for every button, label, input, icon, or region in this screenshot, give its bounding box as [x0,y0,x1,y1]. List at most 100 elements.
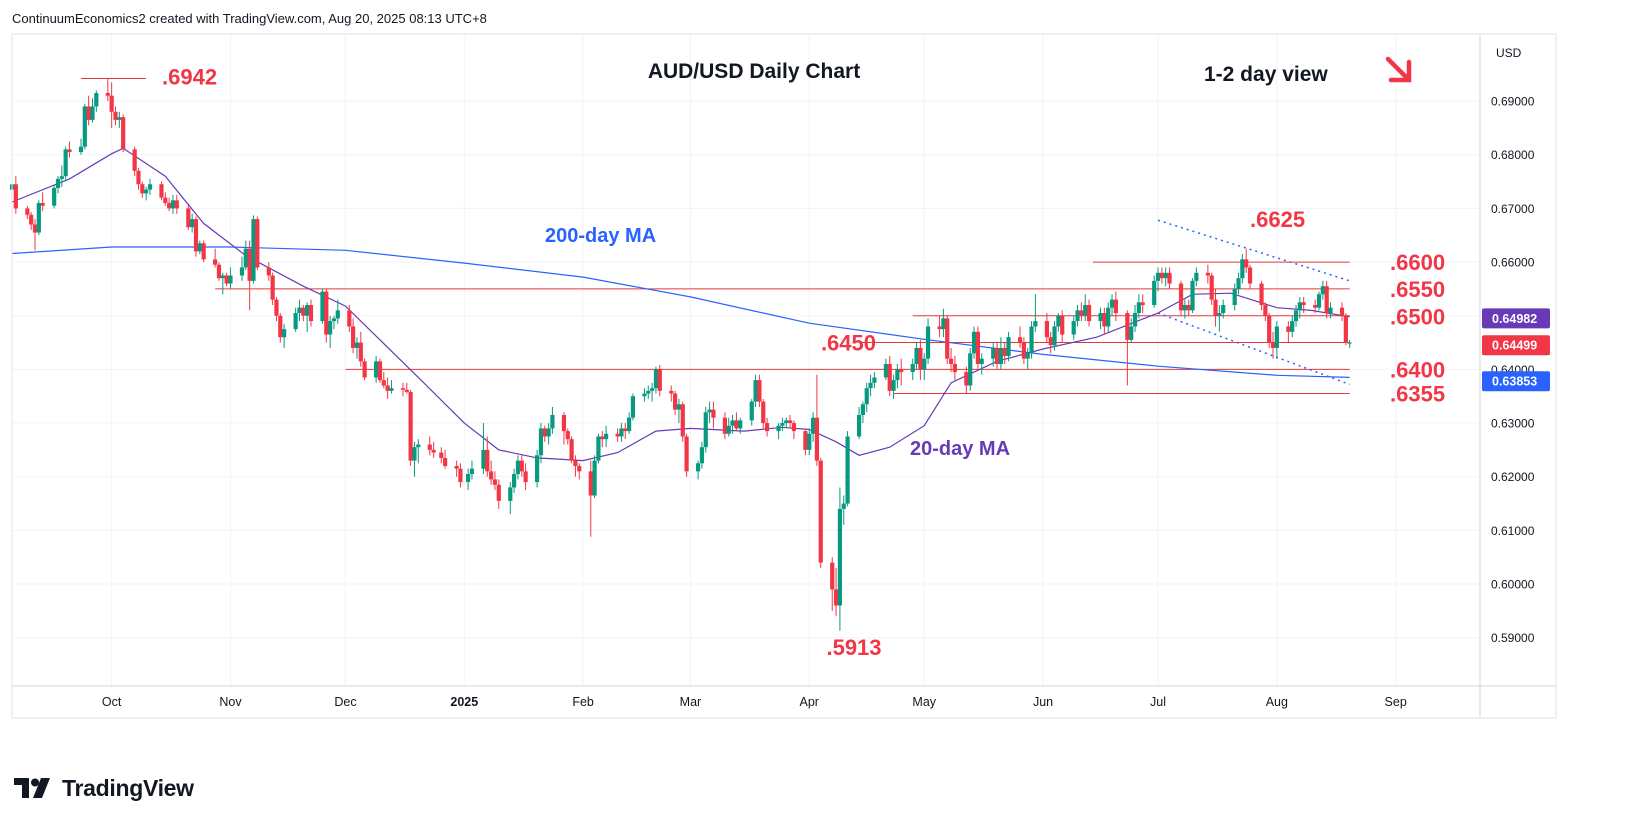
candle-body [1297,302,1302,311]
y-tick-label: 0.60000 [1491,578,1535,592]
candle-body [270,275,275,300]
attribution-text: ContinuumEconomics2 created with Trading… [12,11,487,26]
candle-body [404,389,409,392]
candle-body [1167,272,1172,284]
price-badge [1482,335,1550,356]
level-label: .6400 [1390,357,1445,382]
candle-body [1182,304,1187,311]
candle-body [132,149,137,171]
candle-body [569,439,574,461]
candle-body [282,329,287,338]
candle-body [1209,275,1214,300]
candle-body [140,184,145,194]
candle-body [703,412,708,448]
candle-body [251,219,256,281]
candle-body [408,391,413,461]
tradingview-logo-icon [14,778,50,798]
candle-body [52,188,57,206]
candle-body [810,417,816,434]
x-tick-label: Nov [219,695,242,709]
candle-body [331,318,337,322]
candle-body [653,369,659,389]
candle-body [561,415,567,432]
candle-body [512,474,517,488]
candle-body [354,342,360,348]
candle-body [489,471,494,480]
level-label: .6942 [162,65,217,90]
candle-body [190,219,195,228]
candle-body [458,468,463,483]
candle-body [787,420,793,424]
candle-body [220,275,225,279]
candle-body [416,444,421,448]
candle-body [1132,313,1138,327]
candle-body [600,436,605,440]
candle-body [726,425,731,434]
candle-body [945,318,950,359]
candle-body [481,449,486,469]
candle-body [1029,326,1034,354]
arrow-down-right-icon [1385,56,1412,83]
chart-frame [11,33,1557,719]
candle-body [117,117,122,120]
y-tick-label: 0.63000 [1491,417,1535,431]
candle-body [454,465,459,469]
candle-body [776,425,781,432]
candle-body [247,248,252,281]
candle-body [910,364,915,373]
candle-body [1033,321,1038,327]
candle-body [588,471,593,496]
ma-200-label: 200-day MA [545,225,656,247]
candle-body [860,404,866,416]
candle-body [1113,299,1118,314]
candle-body [918,347,923,370]
candle-body [922,358,927,370]
candle-body [186,208,191,228]
candle-body [642,393,647,397]
candle-body [439,452,444,458]
candle-body [538,428,544,456]
candle-body [374,361,379,378]
channel-lower-line [1157,312,1350,386]
candle-body [592,460,597,496]
candle-body [1025,353,1030,359]
candle-body [40,203,45,206]
candle-body [1301,302,1306,305]
candle-body [1017,337,1023,343]
view-label: 1-2 day view [1204,63,1328,86]
candle-body [1194,272,1199,281]
candle-body [381,380,386,386]
candle-body [412,447,417,461]
candle-body [278,315,283,338]
candle-body [596,436,601,461]
candle-body [193,219,199,252]
candle-body [90,106,95,120]
candle-body [305,304,310,316]
candle-body [1002,347,1007,356]
candle-body [1060,315,1065,335]
candle-body [1021,342,1026,359]
tradingview-logo[interactable]: TradingView [14,772,194,804]
candle-body [121,117,126,150]
chart-header: ContinuumEconomics2 created with Trading… [0,0,1634,34]
candle-body [1098,313,1103,322]
candle-body [672,393,678,410]
candle-body [845,436,850,504]
price-badge [1482,308,1550,329]
candle-body [872,377,877,383]
candle-body [707,409,712,413]
candle-body [519,460,524,472]
y-tick-label: 0.59000 [1491,631,1535,645]
candle-body [347,310,352,327]
candle-body [1129,326,1134,340]
candle-body [899,369,904,373]
candle-body [82,106,87,147]
candle-body [941,318,946,330]
candle-body [546,428,551,437]
axes: 0.690000.680000.670000.660000.650000.640… [102,46,1550,709]
candle-body [1343,315,1348,343]
moving-averages [11,147,1350,462]
candle-body [197,243,202,252]
candle-body [1232,288,1237,305]
